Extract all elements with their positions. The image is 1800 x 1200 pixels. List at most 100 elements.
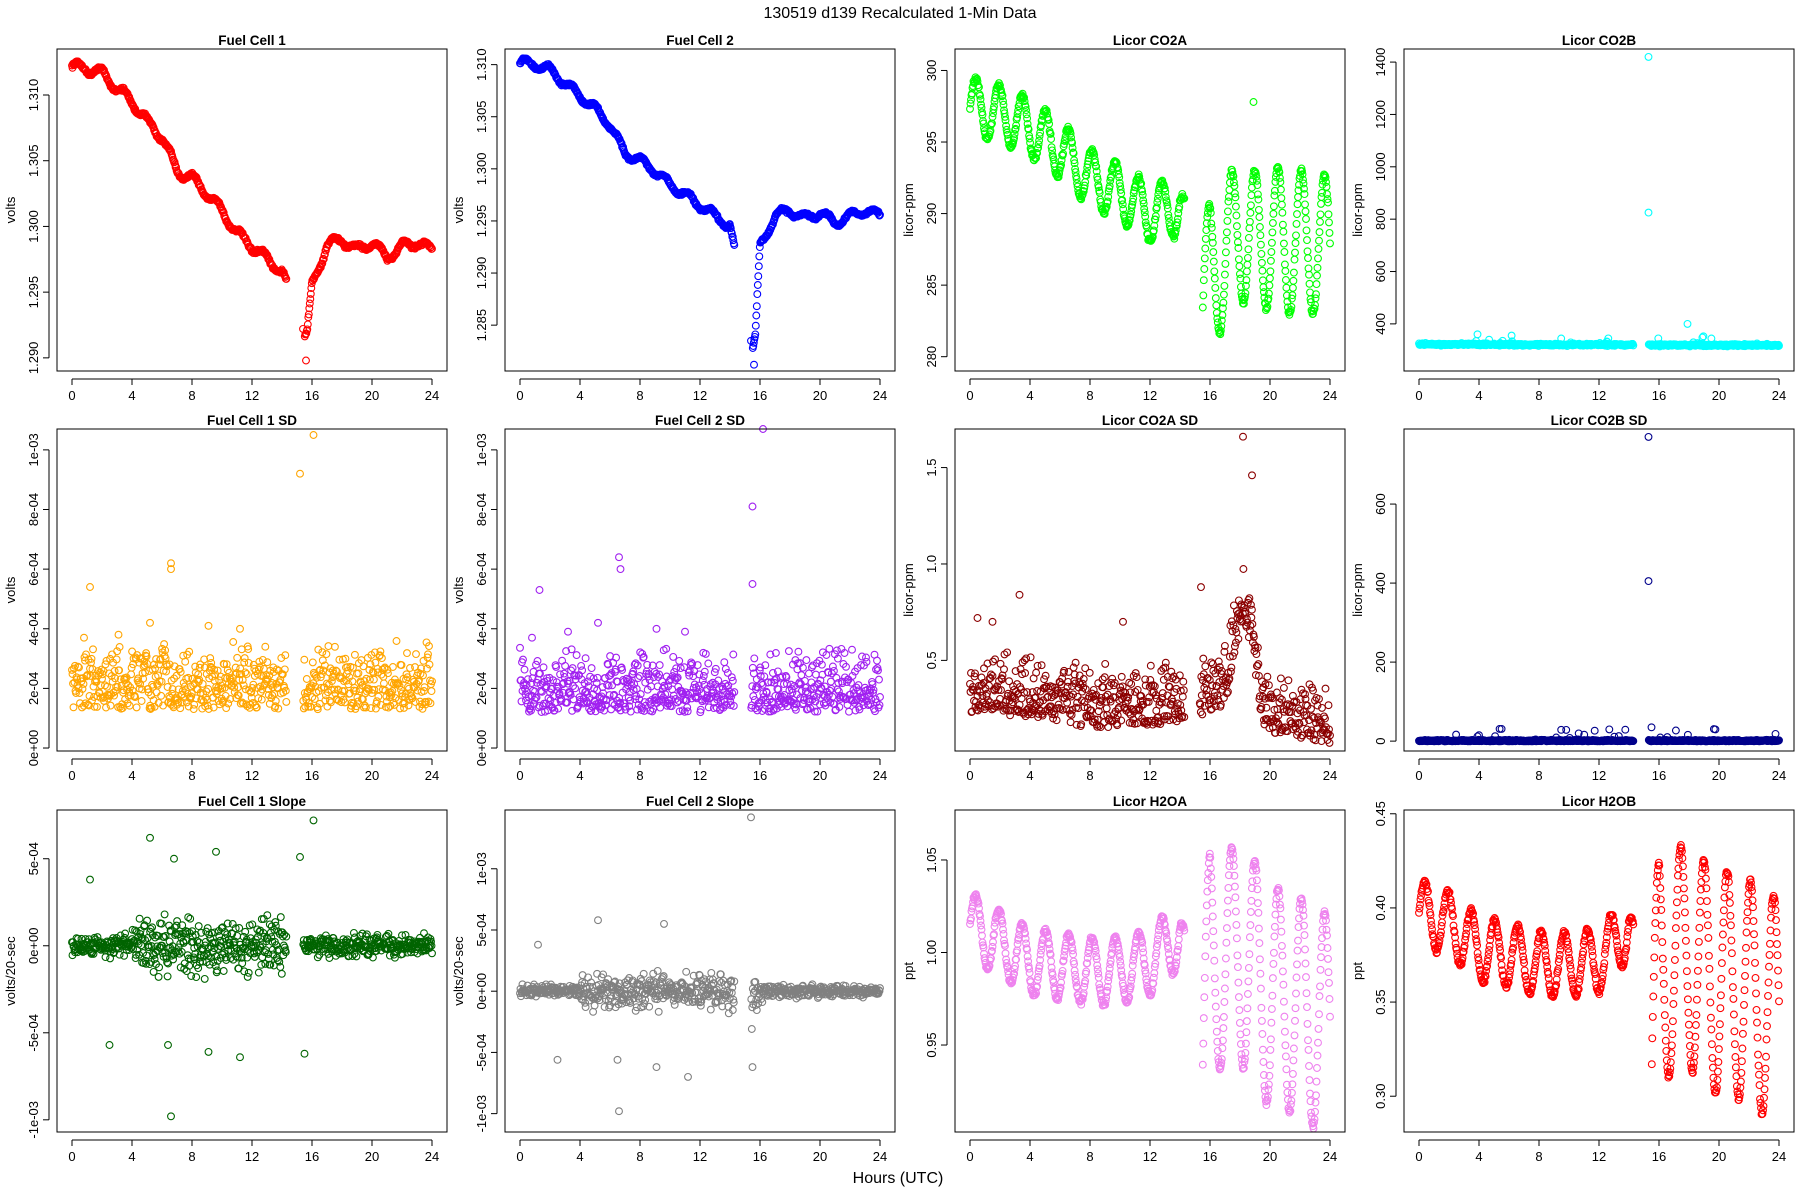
- x-tick-label: 24: [1323, 768, 1337, 783]
- data-point: [723, 668, 732, 677]
- data-point: [1293, 200, 1302, 209]
- y-tick-label: 1e-03: [26, 433, 41, 466]
- data-point: [1294, 193, 1302, 202]
- data-point: [1289, 268, 1298, 277]
- data-point: [1146, 661, 1155, 670]
- x-tick-label: 4: [1026, 388, 1033, 403]
- y-tick-label: 1.305: [474, 100, 489, 133]
- data-point: [137, 697, 146, 705]
- y-tick-label: 4e-04: [26, 612, 41, 645]
- x-tick-label: 12: [693, 768, 707, 783]
- x-tick-label: 4: [128, 388, 135, 403]
- data-point: [1254, 205, 1263, 214]
- data-point: [1117, 672, 1126, 681]
- data-point: [1255, 213, 1264, 221]
- data-point: [324, 642, 333, 651]
- y-tick-label: 1.295: [26, 276, 41, 309]
- data-point: [229, 638, 238, 646]
- data-point: [1245, 217, 1254, 226]
- data-point: [1256, 231, 1265, 240]
- y-tick-label: 0e+00: [474, 730, 489, 767]
- y-axis-label: licor-ppm: [901, 563, 916, 616]
- y-axis-label: volts: [3, 576, 18, 603]
- data-point: [1268, 219, 1277, 227]
- y-tick-label: 1.290: [26, 342, 41, 375]
- data-point: [1321, 684, 1330, 693]
- y-tick-label: 1.295: [474, 205, 489, 238]
- data-point: [1247, 605, 1256, 614]
- data-points: [516, 54, 884, 369]
- data-point: [151, 664, 160, 673]
- data-point: [80, 633, 88, 642]
- data-point: [748, 580, 757, 588]
- x-axis: 0 4 8 12 16 20 24: [516, 758, 887, 783]
- data-point: [308, 658, 317, 667]
- y-tick-label: 1.310: [26, 79, 41, 112]
- x-axis: 0 4 8 12 16 20 24: [1415, 378, 1786, 403]
- figure-x-axis-label: Hours (UTC): [853, 1170, 944, 1187]
- data-point: [152, 688, 161, 697]
- x-tick-label: 8: [636, 388, 643, 403]
- y-tick-label: 290: [924, 203, 939, 225]
- data-points: [68, 57, 436, 365]
- data-point: [681, 627, 689, 636]
- data-point: [1256, 240, 1265, 249]
- data-point: [1278, 208, 1287, 217]
- data-point: [303, 325, 312, 334]
- x-tick-label: 20: [365, 388, 379, 403]
- x-tick-label: 0: [516, 388, 523, 403]
- figure-title: 130519 d139 Recalculated 1-Min Data: [763, 5, 1036, 22]
- x-tick-label: 4: [1026, 768, 1033, 783]
- data-point: [1210, 274, 1219, 283]
- data-point: [1209, 248, 1218, 257]
- data-points: [966, 432, 1334, 747]
- data-point: [1313, 271, 1321, 280]
- data-point: [1269, 209, 1278, 218]
- data-point: [1243, 260, 1252, 269]
- data-point: [988, 617, 997, 626]
- x-tick-label: 16: [1652, 388, 1666, 403]
- data-point: [1258, 276, 1267, 285]
- y-tick-label: 4e-04: [474, 612, 489, 645]
- data-point: [980, 664, 988, 673]
- data-point: [1235, 262, 1244, 271]
- data-point: [804, 669, 813, 678]
- data-point: [157, 691, 166, 700]
- data-point: [1161, 658, 1170, 667]
- data-point: [86, 583, 94, 591]
- data-point: [1239, 565, 1248, 573]
- x-tick-label: 0: [68, 388, 75, 403]
- data-point: [305, 299, 314, 308]
- data-point: [1325, 228, 1334, 237]
- data-point: [1292, 231, 1300, 240]
- x-tick-label: 4: [576, 388, 583, 403]
- data-point: [427, 687, 436, 696]
- data-point: [1314, 254, 1322, 263]
- data-point: [1015, 590, 1024, 599]
- x-tick-label: 0: [966, 768, 973, 783]
- y-tick-label: 300: [924, 60, 939, 82]
- data-point: [635, 672, 644, 680]
- data-point: [1249, 98, 1258, 106]
- x-axis: 0 4 8 12 16 20 24: [516, 378, 887, 403]
- data-point: [1257, 249, 1266, 258]
- data-point: [1244, 245, 1253, 254]
- data-point: [306, 295, 315, 304]
- x-tick-label: 20: [365, 768, 379, 783]
- data-point: [700, 667, 709, 676]
- data-point: [1127, 680, 1136, 688]
- data-point: [1312, 280, 1321, 289]
- x-tick-label: 8: [636, 768, 643, 783]
- data-point: [1119, 617, 1127, 626]
- data-point: [652, 624, 661, 633]
- data-point: [69, 703, 78, 712]
- x-tick-label: 20: [1263, 768, 1277, 783]
- y-tick-label: 280: [924, 346, 939, 368]
- data-point: [1239, 432, 1247, 441]
- data-point: [1279, 227, 1288, 236]
- data-point: [1257, 258, 1266, 267]
- data-point: [1315, 228, 1324, 237]
